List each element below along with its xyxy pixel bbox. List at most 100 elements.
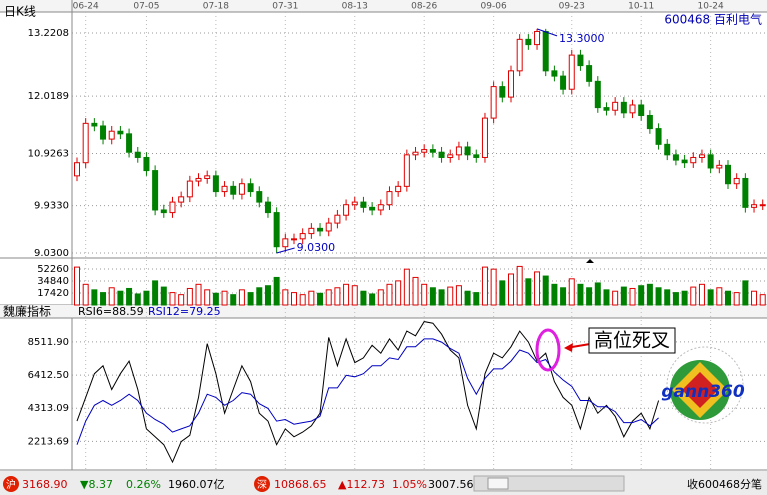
volume-bar [412, 276, 419, 306]
candle-body [351, 201, 358, 206]
candle-body [473, 154, 480, 158]
high-label: 13.3000 [559, 32, 605, 45]
volume-bar [238, 289, 245, 306]
candle-body [429, 149, 436, 153]
volume-bar [247, 292, 254, 306]
candle-body [264, 201, 271, 214]
volume-bar [464, 290, 471, 306]
low-label: 9.0300 [297, 241, 336, 254]
candle-body [421, 149, 428, 153]
candle-body [412, 151, 419, 156]
candle-body [169, 201, 176, 214]
volume-bar [638, 285, 645, 306]
candle-body [403, 154, 410, 187]
stock-name: 600468 百利电气 [664, 12, 762, 27]
volume-bar [143, 290, 150, 306]
candle-body [516, 38, 523, 72]
x-tick-label: 09-23 [559, 2, 585, 12]
y-tick-label: 2213.69 [28, 436, 69, 447]
volume-bar [481, 266, 488, 306]
x-tick-label: 09-06 [481, 2, 507, 12]
volume-bar [551, 283, 558, 306]
logo-ring [666, 346, 744, 424]
annotation-line [536, 28, 558, 37]
volume-bar [455, 285, 462, 306]
volume-bar [725, 290, 731, 306]
volume-bar [698, 283, 705, 306]
candle-body [603, 107, 610, 111]
candle-body [542, 30, 549, 72]
volume-bar [568, 278, 575, 306]
candle-body [499, 86, 506, 98]
volume-bar [351, 285, 358, 306]
candle-body [334, 214, 341, 224]
x-tick-label: 08-13 [342, 2, 368, 12]
volume-bar [646, 283, 653, 306]
volume-bar [256, 287, 263, 306]
volume-bar [195, 283, 202, 306]
x-tick-label: 07-18 [203, 2, 229, 12]
index-amount: 3007.56 [428, 478, 474, 491]
candle-body [178, 196, 185, 203]
scroll-thumb[interactable] [487, 477, 509, 490]
candle-body [594, 80, 601, 109]
candle-body [629, 104, 636, 114]
volume-bar [108, 287, 115, 306]
candle-body [534, 30, 541, 46]
candle-body [108, 130, 115, 140]
volume-bar [429, 287, 436, 306]
candle-body [707, 154, 714, 169]
candle-body [612, 101, 619, 111]
volume-bar [134, 293, 141, 306]
volume-bar [360, 290, 367, 306]
logo: gann360 [661, 346, 745, 424]
candle-body [560, 75, 567, 90]
volume-bar [733, 292, 740, 306]
index-pct: 0.26% [126, 478, 161, 491]
volume-bar [325, 289, 332, 306]
volume-bar [586, 287, 593, 306]
candle-body [638, 104, 645, 116]
scrollbar[interactable] [473, 475, 625, 492]
volume-bar [178, 294, 185, 306]
annotation: 高位死叉 [594, 330, 670, 352]
candle-body [568, 54, 575, 90]
volume-bar [577, 283, 584, 306]
candle-body [230, 185, 237, 195]
candle-body [195, 177, 202, 182]
candle-body [247, 183, 254, 193]
volume-bar [707, 289, 714, 306]
volume-bar [212, 292, 219, 306]
candle-body [490, 86, 497, 119]
index-value: 3168.90 [22, 478, 68, 491]
candle-body [238, 183, 245, 195]
y-tick-label: 52260 [37, 264, 69, 275]
indicator-header [0, 305, 767, 318]
volume-bar [560, 287, 567, 306]
candle-body [698, 154, 705, 158]
candle-body [733, 177, 740, 185]
volume-bar [82, 283, 89, 306]
badge-text: 深 [257, 479, 267, 491]
indicator-title: 魏廉指标 [3, 304, 51, 319]
y-tick-label: 13.2208 [28, 28, 69, 39]
candle-body [273, 212, 280, 248]
y-tick-label: 10.9263 [28, 148, 69, 159]
candle-body [751, 204, 758, 208]
arrow-head [564, 343, 573, 352]
legend-entry: RSI12=79.25 [148, 305, 221, 318]
volume-bar [291, 292, 297, 306]
volume-bar [473, 292, 480, 306]
volume-bar [629, 287, 636, 306]
candle-body [447, 154, 454, 158]
candle-body [126, 133, 133, 153]
y-tick-label: 6412.50 [28, 370, 69, 381]
volume-bar [490, 268, 497, 306]
volume-bar [160, 286, 167, 306]
volume-bar [221, 290, 228, 306]
index-amount: 1960.07亿 [168, 478, 225, 491]
volume-bar [499, 280, 506, 306]
volume-bar [204, 289, 211, 306]
x-tick-label: 07-31 [272, 2, 298, 12]
